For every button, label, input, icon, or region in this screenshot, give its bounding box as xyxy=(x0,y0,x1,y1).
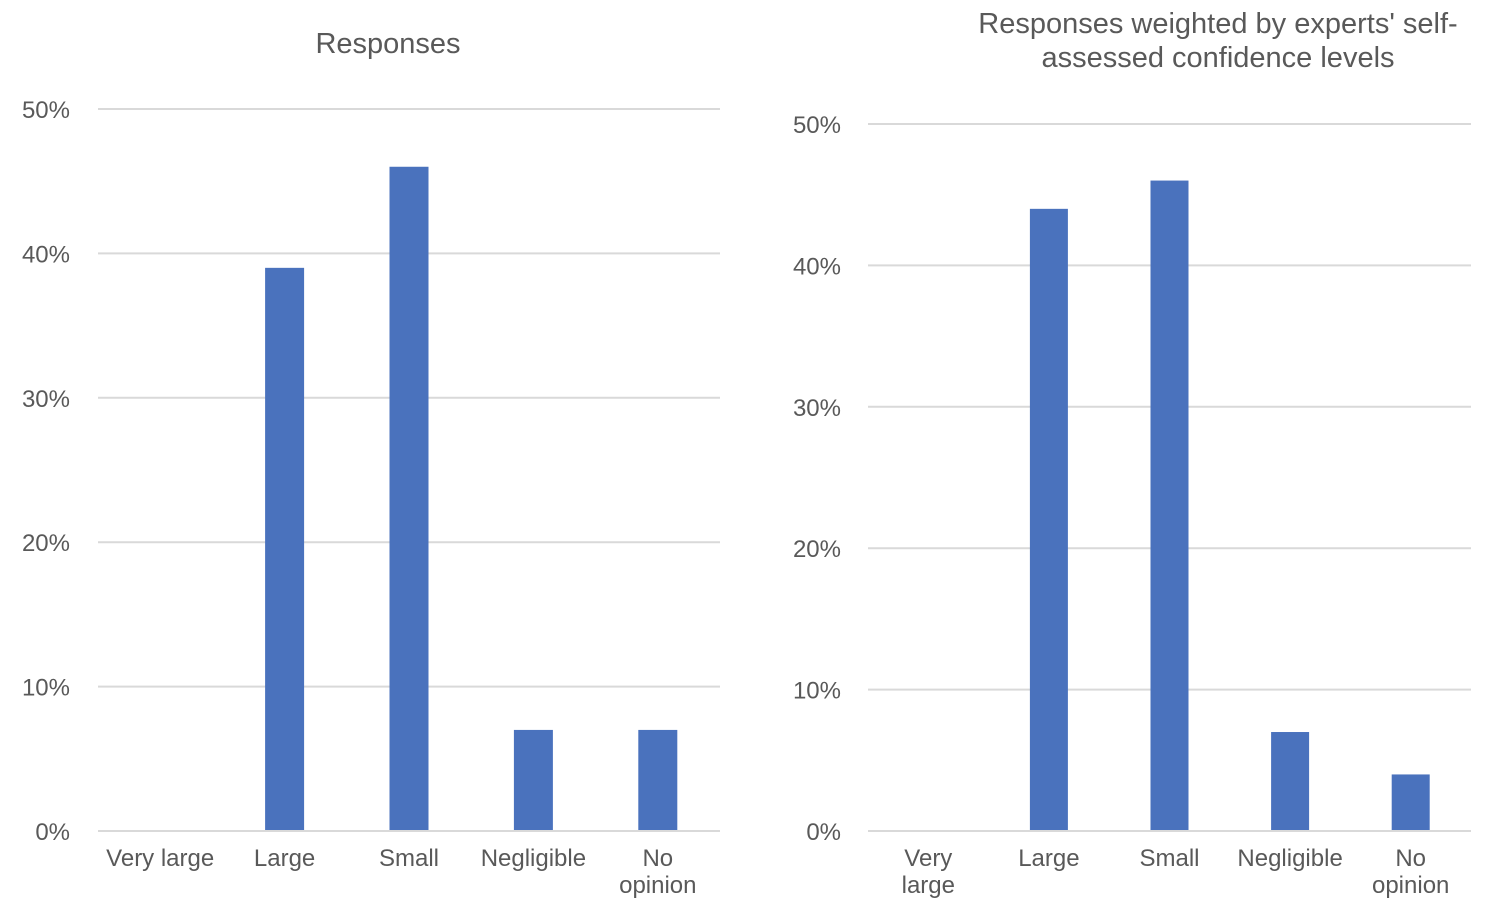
x-category-label: Large xyxy=(1018,845,1079,872)
x-category-label: Negligible xyxy=(481,845,586,872)
x-category-label: Very large xyxy=(902,845,955,899)
y-tick-label: 40% xyxy=(22,241,70,268)
y-tick-label: 50% xyxy=(793,112,841,139)
y-tick-label: 30% xyxy=(793,395,841,422)
chart-title: Responses weighted by experts' self-asse… xyxy=(978,8,1457,74)
x-category-label: Small xyxy=(1139,845,1199,872)
x-category-label-line: opinion xyxy=(619,872,696,899)
y-tick-label: 50% xyxy=(22,97,70,124)
chart-title-line: assessed confidence levels xyxy=(1041,42,1394,74)
bar-no-opinion xyxy=(638,729,678,831)
x-category-label: Negligible xyxy=(1237,845,1342,872)
x-category-label: Very large xyxy=(106,845,214,872)
x-category-label: No opinion xyxy=(619,845,696,899)
chart-title: Responses xyxy=(315,28,460,60)
bar-small xyxy=(1150,180,1189,831)
x-category-label-line: No xyxy=(642,845,673,872)
x-category-label: No opinion xyxy=(1372,845,1449,899)
x-category-label-line: Very xyxy=(904,845,952,872)
bar-no-opinion xyxy=(1391,774,1430,831)
bar-negligible xyxy=(513,729,553,831)
x-category-label: Small xyxy=(379,845,439,872)
y-tick-label: 10% xyxy=(793,678,841,705)
y-tick-label: 40% xyxy=(793,253,841,280)
bar-small xyxy=(389,166,429,831)
bar-large xyxy=(265,267,305,832)
x-category-label-line: opinion xyxy=(1372,872,1449,899)
bar-large xyxy=(1029,208,1068,832)
y-tick-label: 10% xyxy=(22,675,70,702)
y-tick-label: 20% xyxy=(793,536,841,563)
chart-title-line: Responses weighted by experts' self- xyxy=(978,8,1457,40)
y-tick-label: 30% xyxy=(22,386,70,413)
y-tick-label: 0% xyxy=(35,819,70,846)
bar-negligible xyxy=(1271,732,1310,831)
x-category-label-line: large xyxy=(902,872,955,899)
y-tick-label: 20% xyxy=(22,530,70,557)
chart-2: Responses weighted by experts' self-asse… xyxy=(793,8,1471,899)
x-category-label-line: No xyxy=(1395,845,1426,872)
chart-1: Responses 0% 10% 20% 30% 40% 50% Very large Larg… xyxy=(22,28,720,899)
y-tick-label: 0% xyxy=(806,819,841,846)
x-category-label: Large xyxy=(254,845,315,872)
